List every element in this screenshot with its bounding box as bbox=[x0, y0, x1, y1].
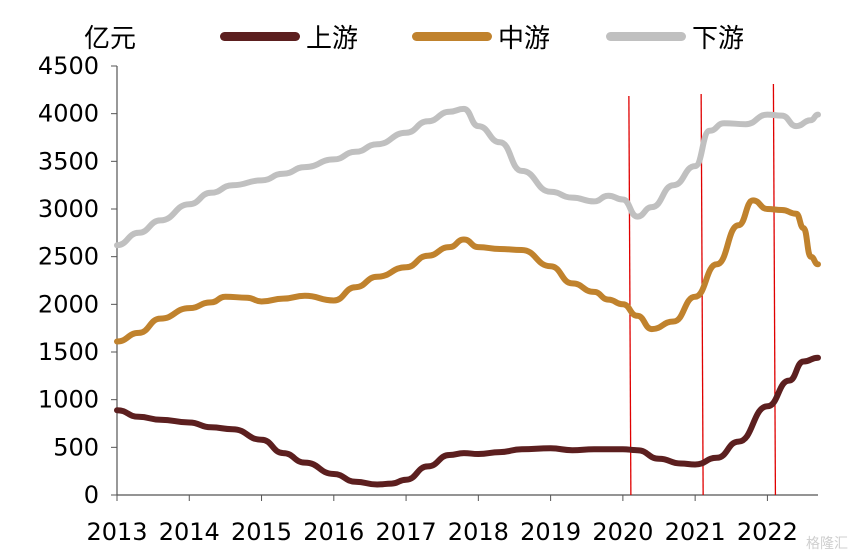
y-tick-label: 1000 bbox=[38, 386, 99, 414]
y-tick-label: 1500 bbox=[38, 338, 99, 366]
legend-item-downstream: 下游 bbox=[606, 18, 744, 55]
x-tick-label: 2013 bbox=[86, 518, 147, 546]
y-axis-unit-label: 亿元 bbox=[84, 24, 137, 54]
annotation-vertical-line bbox=[628, 95, 632, 496]
watermark: 格隆汇 bbox=[806, 536, 848, 552]
y-tick-label: 2500 bbox=[38, 243, 99, 271]
series-line-upstream bbox=[114, 354, 821, 488]
x-tick-label: 2019 bbox=[520, 518, 581, 546]
x-tick-label: 2022 bbox=[737, 518, 798, 546]
x-tick-label: 2014 bbox=[159, 518, 220, 546]
x-tick-label: 2016 bbox=[303, 518, 364, 546]
legend-swatch-downstream bbox=[606, 32, 686, 41]
y-tick-label: 2000 bbox=[38, 290, 99, 318]
y-tick-label: 4500 bbox=[38, 52, 99, 80]
y-tick-label: 500 bbox=[53, 433, 99, 461]
y-tick-label: 3000 bbox=[38, 195, 99, 223]
x-tick-label: 2017 bbox=[376, 518, 437, 546]
y-tick-label: 0 bbox=[84, 481, 99, 509]
x-tick-label: 2020 bbox=[592, 518, 653, 546]
x-tick-label: 2015 bbox=[231, 518, 292, 546]
series-line-downstream bbox=[114, 105, 821, 249]
annotation-vertical-line bbox=[772, 83, 777, 496]
x-tick-label: 2018 bbox=[448, 518, 509, 546]
legend-swatch-upstream bbox=[220, 32, 300, 41]
x-axis-ticks: 2013 2014 2015 2016 2017 2018 2019 2020 2021 2022 bbox=[86, 495, 798, 546]
legend-item-midstream: 中游 bbox=[412, 18, 550, 55]
legend-label-downstream: 下游 bbox=[692, 24, 745, 54]
x-tick-label: 2021 bbox=[665, 518, 726, 546]
legend-item-upstream: 上游 bbox=[220, 18, 358, 55]
chart-series bbox=[114, 105, 821, 488]
y-tick-label: 3500 bbox=[38, 147, 99, 175]
legend-label-midstream: 中游 bbox=[498, 24, 551, 54]
y-axis-ticks: 0 500 1000 1500 2000 2500 3000 3500 4000 4500 bbox=[38, 52, 117, 509]
y-tick-label: 4000 bbox=[38, 100, 99, 128]
legend-label-upstream: 上游 bbox=[306, 24, 359, 54]
series-line-midstream bbox=[114, 197, 821, 345]
legend-swatch-midstream bbox=[412, 32, 492, 41]
chart-axes bbox=[116, 66, 818, 496]
